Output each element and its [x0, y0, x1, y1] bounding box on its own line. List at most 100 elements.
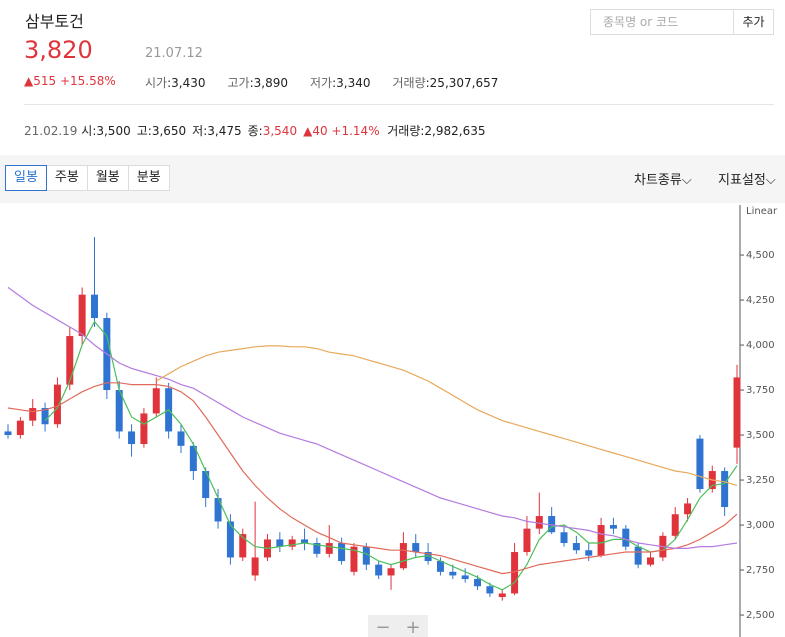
hover-stat-value: 3,540 [262, 124, 298, 138]
y-tick-label: 3,250 [746, 475, 775, 486]
candle-body [511, 552, 519, 594]
tab[interactable]: 분봉 [128, 165, 170, 191]
indicator-settings[interactable]: 지표설정⌵ [718, 173, 776, 188]
candle-body [128, 431, 136, 445]
hover-stat-value: 3,650 [151, 124, 187, 138]
candle-body [189, 445, 197, 472]
change: ▲515 +15.58% [24, 74, 116, 88]
moving-average [44, 320, 738, 591]
candle-body [251, 557, 259, 576]
candle-body [523, 528, 531, 553]
moving-average [155, 345, 738, 486]
hover-stat-value: 3,475 [207, 124, 242, 138]
hover-stat-label: 고 [136, 124, 148, 138]
chart-type[interactable]: 차트종류⌵ [634, 173, 692, 188]
tab[interactable]: 월봉 [87, 165, 129, 191]
candle-body [486, 586, 494, 594]
candle-body [214, 498, 222, 522]
hover-change-pct: +1.14% [331, 124, 380, 138]
candle-body [597, 525, 605, 556]
candle-body [498, 593, 506, 598]
candle-body [585, 550, 593, 556]
candle-body [226, 521, 234, 558]
tab[interactable]: 일봉 [5, 165, 47, 191]
candle-body [684, 503, 692, 515]
candle-body [399, 543, 407, 569]
date: 21.07.12 [145, 46, 203, 61]
candle-body [362, 546, 370, 565]
stat: 거래량:25,307,657 [392, 76, 499, 90]
indicator-label: 지표설정 [718, 173, 766, 188]
candle-body [350, 546, 358, 572]
candle-body [387, 568, 395, 576]
zoom-in[interactable]: + [405, 617, 420, 637]
candle-body [152, 388, 160, 414]
candle-body [276, 539, 284, 547]
candle-body [78, 294, 86, 337]
candle-body [375, 564, 383, 576]
candle-body [560, 532, 568, 544]
stat-label: 시가 [145, 76, 168, 90]
candle-body [4, 431, 12, 436]
candle-body [474, 579, 482, 587]
candle-body [90, 294, 98, 319]
candle-body [572, 543, 580, 551]
scale-label: Linear [746, 206, 778, 217]
candle-body [424, 552, 432, 562]
stat: 저가:3,340 [310, 76, 371, 90]
candle-body [301, 539, 309, 544]
candle-body [338, 543, 346, 562]
moving-average [7, 382, 738, 575]
candle-body [449, 571, 457, 576]
divider [24, 104, 774, 105]
candle-body [548, 516, 556, 533]
hover-date: 21.02.19 [24, 124, 78, 138]
hover-change-value: 40 [312, 124, 328, 138]
candle-body [16, 420, 24, 436]
candle-body [535, 516, 543, 529]
stat-value: 3,890 [253, 76, 288, 90]
y-tick-label: 3,000 [746, 520, 775, 531]
hover-stat: 시:3,500 [81, 124, 131, 138]
zoom-out[interactable]: − [375, 617, 390, 637]
hover-stats: 시:3,500 고:3,650 저:3,475 종:3,540 [81, 124, 303, 138]
tabs: 일봉 주봉 월봉 분봉 [5, 165, 170, 191]
stat: 고가:3,890 [227, 76, 289, 90]
tab[interactable]: 주봉 [46, 165, 88, 191]
candle-body [177, 431, 185, 446]
hover-volume: 2,982,635 [424, 124, 486, 138]
search-box[interactable]: 종목명 or 코드 [590, 9, 734, 35]
candle-body [313, 543, 321, 554]
candle-body [634, 546, 642, 565]
stat-value: 3,340 [336, 76, 371, 90]
candle-body [696, 438, 704, 490]
hover-volume-label: 거래량 [387, 124, 421, 138]
y-tick-label: 4,500 [746, 250, 775, 261]
stat: 시가:3,430 [145, 76, 206, 90]
candle-body [436, 561, 444, 572]
candle-body [29, 408, 37, 421]
y-tick-label: 3,500 [746, 430, 775, 441]
hover-stat-label: 종 [247, 124, 259, 138]
hover-change: ▲40 +1.14% [303, 124, 380, 138]
stock-name: 삼부토건 [25, 12, 84, 31]
candle-body [115, 390, 123, 432]
candle-body [609, 525, 617, 529]
y-tick-label: 3,750 [746, 385, 775, 396]
zoom-controls[interactable] [368, 615, 428, 637]
stat-value: 3,430 [171, 76, 206, 90]
hover-stat: 저:3,475 [192, 124, 242, 138]
chart-type-label: 차트종류 [634, 173, 682, 188]
add-button[interactable]: 추가 [734, 9, 774, 35]
candle-body [647, 557, 655, 565]
hover-stat: 고:3,650 [136, 124, 187, 138]
candle-body [733, 377, 741, 448]
hover-stat-label: 저 [192, 124, 204, 138]
candle-body [41, 408, 49, 425]
stat-label: 저가 [310, 76, 333, 90]
hover-stat: 종:3,540 [247, 124, 298, 138]
candle-body [461, 575, 469, 580]
stats: 시가:3,430 고가:3,890 저가:3,340 거래량:25,307,657 [145, 74, 520, 91]
candle-body [66, 336, 74, 385]
